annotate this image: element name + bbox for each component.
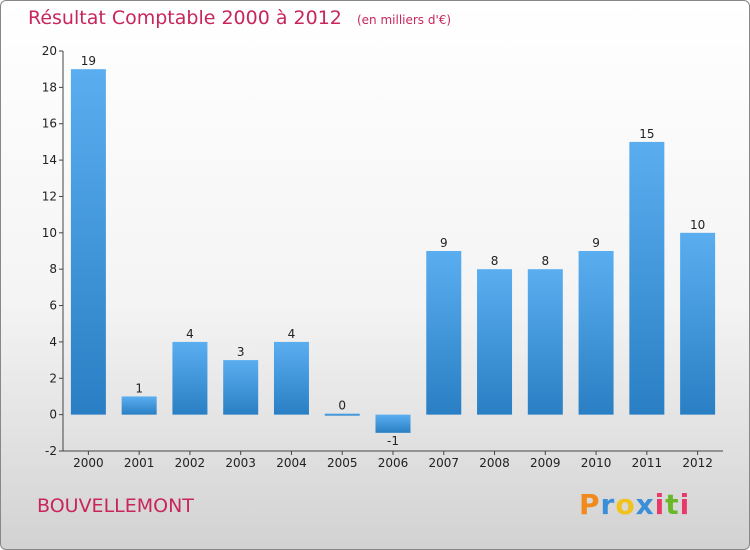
x-tick-label: 2011: [632, 456, 663, 470]
y-tick-label: 20: [42, 44, 57, 58]
y-tick-label: 8: [49, 262, 57, 276]
logo-letter: t: [665, 488, 680, 521]
y-tick-label: 6: [49, 299, 57, 313]
bar-value-label: 4: [186, 327, 194, 341]
y-tick-label: 0: [49, 408, 57, 422]
bar: [375, 414, 411, 433]
bar-value-label: 9: [440, 236, 448, 250]
commune-name: BOUVELLEMONT: [37, 495, 194, 517]
chart-subtitle: (en milliers d'€): [356, 13, 452, 27]
logo-letter: P: [579, 488, 601, 521]
logo-letter: o: [615, 488, 636, 521]
x-tick-label: 2008: [479, 456, 510, 470]
y-tick-label: 16: [42, 117, 57, 131]
bar-value-label: -1: [387, 434, 399, 448]
chart-labels: 2000 19 2001 1 2002 4 2003 3 2004 4 2005 0 2006 -1 200…: [73, 54, 713, 470]
bar: [426, 251, 462, 415]
bar: [578, 251, 614, 415]
x-tick-label: 2004: [276, 456, 307, 470]
y-tick-label: 10: [42, 226, 57, 240]
logo-letter: x: [635, 488, 655, 521]
proxiti-logo: Proxiti: [579, 488, 690, 521]
bar-value-label: 0: [338, 399, 346, 413]
x-tick-label: 2005: [327, 456, 358, 470]
bar: [629, 141, 665, 415]
y-tick-label: 18: [42, 80, 57, 94]
bar: [477, 269, 513, 415]
y-tick-label: 14: [42, 153, 57, 167]
bar-value-label: 1: [135, 381, 143, 395]
bar: [172, 341, 208, 415]
x-tick-label: 2002: [175, 456, 206, 470]
y-tick-label: 4: [49, 335, 57, 349]
bar-value-label: 4: [288, 327, 296, 341]
x-tick-label: 2001: [124, 456, 155, 470]
bar: [324, 413, 360, 416]
y-tick-label: -2: [45, 444, 57, 458]
logo-letter: r: [600, 488, 616, 521]
chart-bars: [70, 69, 716, 433]
bar-value-label: 8: [491, 254, 499, 268]
bar-value-label: 19: [81, 54, 96, 68]
x-tick-label: 2010: [581, 456, 612, 470]
bar: [70, 69, 106, 415]
logo-letter: i: [679, 488, 691, 521]
bar-value-label: 10: [690, 218, 705, 232]
x-tick-label: 2000: [73, 456, 104, 470]
bar: [273, 341, 309, 415]
x-tick-label: 2012: [682, 456, 713, 470]
y-tick-label: 2: [49, 371, 57, 385]
bar: [121, 396, 157, 415]
bar: [223, 360, 259, 415]
x-tick-label: 2007: [428, 456, 459, 470]
x-tick-label: 2003: [225, 456, 256, 470]
x-tick-label: 2006: [378, 456, 409, 470]
bar: [527, 269, 563, 415]
y-tick-label: 12: [42, 189, 57, 203]
bar-value-label: 15: [639, 127, 654, 141]
chart-title-block: Résultat Comptable 2000 à 2012 (en milli…: [28, 7, 451, 29]
chart-title: Résultat Comptable 2000 à 2012: [28, 7, 342, 29]
x-tick-label: 2009: [530, 456, 561, 470]
bar-value-label: 8: [541, 254, 549, 268]
bar-value-label: 3: [237, 345, 245, 359]
bar: [680, 232, 716, 415]
logo-letter: i: [654, 488, 666, 521]
bar-value-label: 9: [592, 236, 600, 250]
